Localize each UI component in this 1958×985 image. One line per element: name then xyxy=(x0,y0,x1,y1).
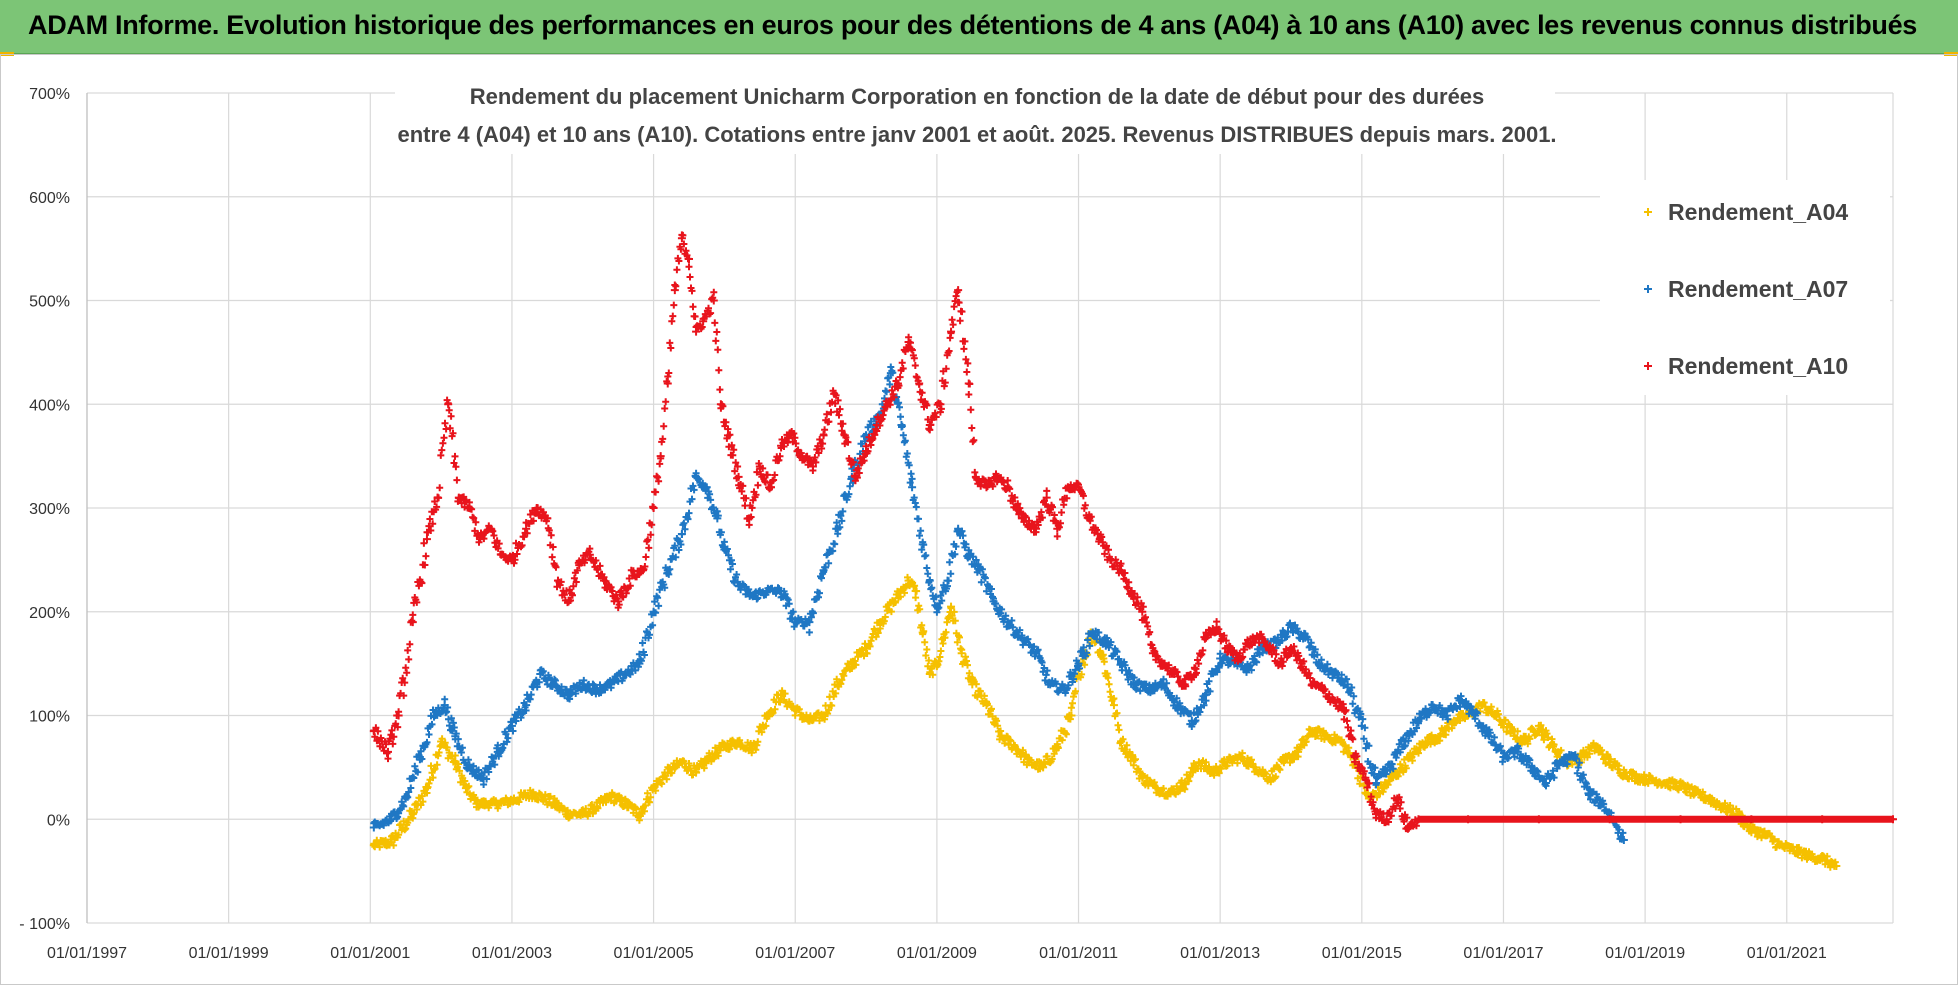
x-tick-label: 01/01/2009 xyxy=(897,945,977,962)
legend-label: Rendement_A04 xyxy=(1668,199,1848,225)
x-tick-label: 01/01/2013 xyxy=(1180,945,1260,962)
y-tick-label: 700% xyxy=(29,86,70,103)
legend-marker xyxy=(1644,208,1652,216)
series-layer xyxy=(369,231,1897,871)
chart-title-background xyxy=(395,78,1555,154)
x-tick-label: 01/01/2021 xyxy=(1747,945,1827,962)
x-tick-label: 01/01/2011 xyxy=(1039,945,1118,962)
legend-marker xyxy=(1644,362,1652,370)
legend: Rendement_A04 Rendement_A07 Rendement_A10 xyxy=(1600,180,1890,395)
data-point xyxy=(908,483,917,492)
data-point xyxy=(422,535,431,544)
scatter-cloud xyxy=(370,363,1627,843)
series-Rendement_A10 xyxy=(369,231,1897,833)
legend-item: Rendement_A07 xyxy=(1644,276,1848,302)
x-tick-label: 01/01/1999 xyxy=(189,945,269,962)
y-tick-label: 0% xyxy=(47,812,70,829)
y-tick-label: 400% xyxy=(29,397,70,414)
scatter-cloud xyxy=(370,231,1896,833)
x-tick-label: 01/01/1997 xyxy=(47,945,127,962)
x-tick-label: 01/01/2005 xyxy=(614,945,694,962)
x-tick-label: 01/01/2007 xyxy=(755,945,835,962)
chart-title-line2: entre 4 (A04) et 10 ans (A10). Cotations… xyxy=(397,122,1556,147)
axis-layer: - 100% 0% 100% 200% 300% 400% 500% 600% 700% 01/0… xyxy=(19,86,1827,962)
scatter-cloud xyxy=(370,573,1839,871)
y-tick-label: - 100% xyxy=(19,916,70,933)
x-tick-label: 01/01/2017 xyxy=(1463,945,1543,962)
y-tick-label: 100% xyxy=(29,709,70,726)
legend-label: Rendement_A10 xyxy=(1668,353,1848,379)
legend-item: Rendement_A04 xyxy=(1644,199,1848,225)
legend-item: Rendement_A10 xyxy=(1644,353,1848,379)
legend-marker xyxy=(1644,285,1652,293)
x-tick-label: 01/01/2003 xyxy=(472,945,552,962)
x-tick-label: 01/01/2015 xyxy=(1322,945,1402,962)
series-Rendement_A07 xyxy=(369,363,1628,844)
y-tick-label: 300% xyxy=(29,501,70,518)
legend-label: Rendement_A07 xyxy=(1668,276,1848,302)
y-tick-label: 600% xyxy=(29,190,70,207)
x-tick-label: 01/01/2001 xyxy=(330,945,410,962)
header-banner: ADAM Informe. Evolution historique des p… xyxy=(0,0,1958,54)
chart-title-line1: Rendement du placement Unicharm Corporat… xyxy=(470,84,1485,109)
x-tick-label: 01/01/2019 xyxy=(1605,945,1685,962)
banner-title: ADAM Informe. Evolution historique des p… xyxy=(28,10,1918,40)
y-tick-label: 500% xyxy=(29,294,70,311)
y-tick-label: 200% xyxy=(29,605,70,622)
